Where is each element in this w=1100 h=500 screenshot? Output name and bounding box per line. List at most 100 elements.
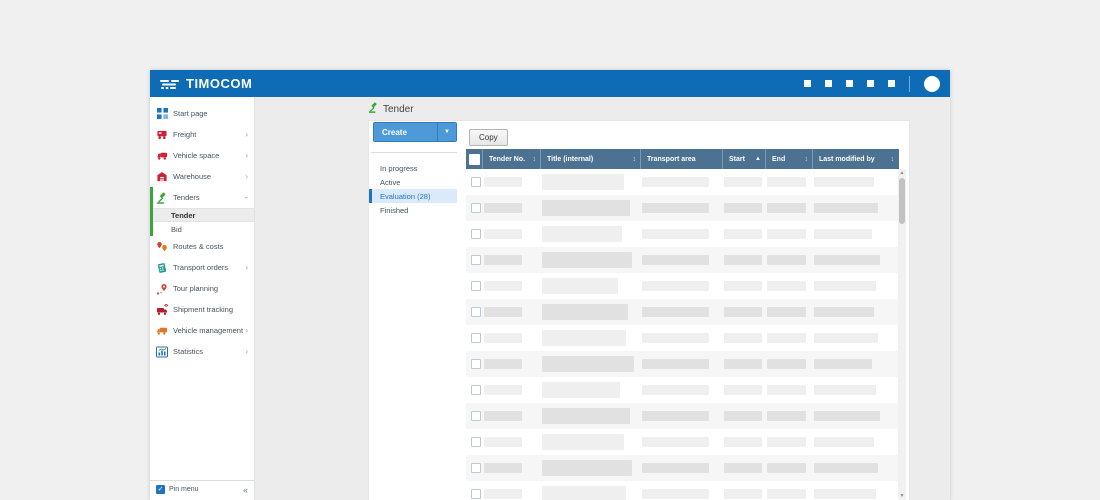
chevron-right-icon: › (245, 151, 248, 160)
skeleton-placeholder (484, 229, 522, 239)
table-row[interactable] (466, 195, 899, 221)
sidebar-subitem-tender[interactable]: Tender (153, 208, 254, 222)
skeleton-placeholder (542, 434, 624, 450)
topbar-app-icon-5[interactable] (888, 80, 895, 87)
table-row[interactable] (466, 481, 899, 500)
row-checkbox[interactable] (471, 177, 481, 187)
skeleton-placeholder (724, 203, 762, 213)
table-row[interactable] (466, 403, 899, 429)
row-checkbox-cell (466, 255, 482, 265)
column-header-end[interactable]: End ↕ (765, 149, 812, 169)
column-header-title-internal-[interactable]: Title (internal) ↕ (540, 149, 640, 169)
table-row[interactable] (466, 221, 899, 247)
sidebar-item-label: Routes & costs (173, 242, 224, 251)
table-row[interactable] (466, 377, 899, 403)
row-checkbox[interactable] (471, 359, 481, 369)
scrollbar-thumb[interactable] (899, 178, 905, 224)
table-row[interactable] (466, 247, 899, 273)
collapse-sidebar-icon[interactable]: « (242, 484, 248, 495)
row-checkbox[interactable] (471, 229, 481, 239)
cell-tender-no- (482, 437, 540, 447)
select-all-checkbox[interactable] (468, 153, 480, 165)
cell-end (765, 411, 812, 421)
skeleton-placeholder (542, 304, 628, 320)
table-row[interactable] (466, 325, 899, 351)
sidebar-item-freight[interactable]: Freight › (150, 124, 254, 145)
row-checkbox[interactable] (471, 255, 481, 265)
skeleton-placeholder (767, 281, 806, 291)
row-checkbox[interactable] (471, 281, 481, 291)
sidebar-item-start-page[interactable]: Start page (150, 103, 254, 124)
cell-last-modified-by (812, 411, 898, 421)
cell-tender-no- (482, 281, 540, 291)
sort-icon[interactable]: ↕ (632, 155, 637, 163)
create-button-label[interactable]: Create (374, 123, 437, 141)
sidebar-subitem-bid[interactable]: Bid (171, 224, 182, 234)
table-row[interactable] (466, 273, 899, 299)
sidebar-item-transport-orders[interactable]: Transport orders › (150, 257, 254, 278)
pin-menu-checkbox[interactable]: ✓ (156, 485, 165, 494)
filter-active[interactable]: Active (380, 177, 401, 187)
sidebar-menu: Start page Freight › Vehicle space › Warehous… (150, 97, 254, 362)
cell-last-modified-by (812, 307, 898, 317)
cell-title-internal- (540, 460, 640, 476)
row-checkbox[interactable] (471, 307, 481, 317)
topbar-app-icon-2[interactable] (825, 80, 832, 87)
column-header-start[interactable]: Start ▲ (722, 149, 765, 169)
sort-icon[interactable]: ↕ (804, 155, 809, 163)
row-checkbox[interactable] (471, 411, 481, 421)
table-scrollbar[interactable]: ▲ ▼ (898, 169, 906, 500)
row-checkbox[interactable] (471, 333, 481, 343)
scroll-down-icon[interactable]: ▼ (898, 492, 906, 500)
topbar-app-icon-1[interactable] (804, 80, 811, 87)
sidebar-item-routes-costs[interactable]: Routes & costs (150, 236, 254, 257)
scroll-up-icon[interactable]: ▲ (898, 169, 906, 177)
table-row[interactable] (466, 169, 899, 195)
table-row[interactable] (466, 351, 899, 377)
select-all-header[interactable] (466, 149, 482, 169)
table-row[interactable] (466, 455, 899, 481)
sidebar-item-tenders[interactable]: Tenders › (153, 187, 254, 208)
sidebar-item-warehouse[interactable]: Warehouse › (150, 166, 254, 187)
topbar-app-icon-3[interactable] (846, 80, 853, 87)
row-checkbox[interactable] (471, 385, 481, 395)
sidebar-item-shipment-tracking[interactable]: Shipment tracking (150, 299, 254, 320)
row-checkbox[interactable] (471, 463, 481, 473)
cell-last-modified-by (812, 203, 898, 213)
sidebar-item-vehicle-space[interactable]: Vehicle space › (150, 145, 254, 166)
cell-end (765, 177, 812, 187)
create-dropdown-arrow[interactable]: ▼ (437, 123, 456, 141)
table-row[interactable] (466, 299, 899, 325)
cell-start (722, 489, 765, 499)
cell-title-internal- (540, 304, 640, 320)
topbar-app-icon-4[interactable] (867, 80, 874, 87)
column-header-transport-area[interactable]: Transport area (640, 149, 722, 169)
cell-end (765, 203, 812, 213)
row-checkbox-cell (466, 463, 482, 473)
filter-finished[interactable]: Finished (380, 205, 409, 215)
sidebar-item-statistics[interactable]: Statistics › (150, 341, 254, 362)
row-checkbox[interactable] (471, 203, 481, 213)
create-button[interactable]: Create ▼ (373, 122, 457, 142)
row-checkbox[interactable] (471, 489, 481, 499)
cell-start (722, 359, 765, 369)
column-header-tender-no-[interactable]: Tender No. ↕ (482, 149, 540, 169)
sidebar-item-vehicle-management[interactable]: Vehicle management › (150, 320, 254, 341)
table-row[interactable] (466, 429, 899, 455)
truck-logo-icon (160, 78, 180, 90)
sort-ascending-icon[interactable]: ▲ (755, 156, 761, 162)
user-avatar[interactable] (924, 75, 940, 92)
row-checkbox[interactable] (471, 437, 481, 447)
copy-button[interactable]: Copy (469, 129, 508, 146)
column-header-last-modified-by[interactable]: Last modified by ↕ (812, 149, 898, 169)
chevron-right-icon: › (245, 130, 248, 139)
cell-transport-area (640, 411, 722, 421)
content-panel: Create ▼ In progress Active Evaluation (28… (368, 120, 910, 500)
skeleton-placeholder (642, 281, 709, 291)
sort-icon[interactable]: ↕ (890, 155, 895, 163)
skeleton-placeholder (642, 359, 709, 369)
filter-in-progress[interactable]: In progress (380, 163, 418, 173)
sort-icon[interactable]: ↕ (532, 155, 537, 163)
sidebar-item-tour-planning[interactable]: Tour planning (150, 278, 254, 299)
filter-evaluation-28-[interactable]: Evaluation (28) (369, 189, 457, 203)
